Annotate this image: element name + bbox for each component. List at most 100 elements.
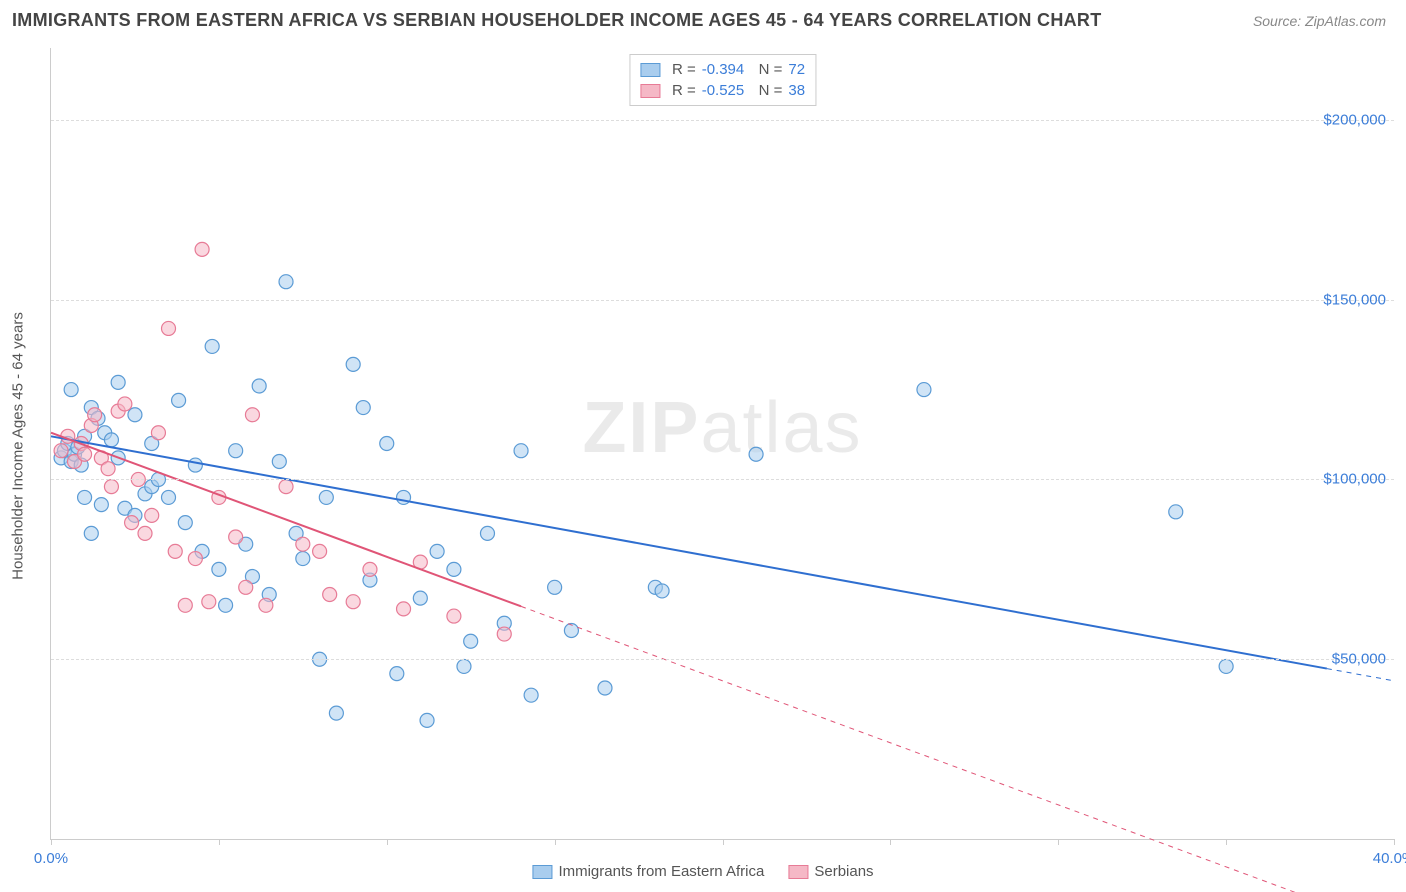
stats-row: R = -0.525 N = 38 — [640, 80, 805, 101]
data-point — [397, 602, 411, 616]
x-tick — [1058, 839, 1059, 845]
x-tick — [555, 839, 556, 845]
source-label: Source: ZipAtlas.com — [1253, 13, 1386, 29]
x-tick — [1394, 839, 1395, 845]
data-point — [296, 537, 310, 551]
r-label: R = — [672, 61, 696, 78]
gridline — [51, 479, 1394, 480]
legend-label: Immigrants from Eastern Africa — [558, 863, 764, 880]
data-point — [162, 321, 176, 335]
x-tick — [890, 839, 891, 845]
data-point — [78, 490, 92, 504]
data-point — [329, 706, 343, 720]
data-point — [128, 408, 142, 422]
data-point — [178, 598, 192, 612]
data-point — [202, 595, 216, 609]
y-tick-label: $100,000 — [1323, 471, 1386, 488]
data-point — [480, 526, 494, 540]
legend: Immigrants from Eastern Africa Serbians — [532, 863, 873, 880]
data-point — [272, 454, 286, 468]
gridline — [51, 300, 1394, 301]
legend-swatch — [640, 63, 660, 77]
y-tick-label: $150,000 — [1323, 291, 1386, 308]
data-point — [54, 444, 68, 458]
data-point — [279, 480, 293, 494]
data-point — [104, 433, 118, 447]
correlation-stats-box: R = -0.394 N = 72R = -0.525 N = 38 — [629, 54, 816, 106]
data-point — [195, 242, 209, 256]
data-point — [125, 516, 139, 530]
data-point — [94, 498, 108, 512]
data-point — [497, 627, 511, 641]
data-point — [162, 490, 176, 504]
y-tick-label: $50,000 — [1332, 651, 1386, 668]
legend-swatch — [532, 865, 552, 879]
data-point — [390, 667, 404, 681]
legend-swatch — [640, 84, 660, 98]
gridline — [51, 659, 1394, 660]
header: IMMIGRANTS FROM EASTERN AFRICA VS SERBIA… — [0, 0, 1406, 39]
data-point — [457, 659, 471, 673]
data-point — [356, 401, 370, 415]
data-point — [464, 634, 478, 648]
data-point — [1169, 505, 1183, 519]
data-point — [252, 379, 266, 393]
data-point — [346, 357, 360, 371]
trend-line-extrapolated — [1327, 669, 1394, 681]
chart-title: IMMIGRANTS FROM EASTERN AFRICA VS SERBIA… — [12, 10, 1102, 31]
n-label: N = — [750, 61, 782, 78]
data-point — [84, 526, 98, 540]
data-point — [172, 393, 186, 407]
data-point — [188, 552, 202, 566]
y-axis-label: Householder Income Ages 45 - 64 years — [10, 312, 27, 580]
data-point — [447, 562, 461, 576]
r-value: -0.394 — [702, 61, 745, 78]
chart-svg — [51, 48, 1394, 839]
x-tick — [1226, 839, 1227, 845]
x-tick — [723, 839, 724, 845]
data-point — [178, 516, 192, 530]
data-point — [313, 544, 327, 558]
data-point — [104, 480, 118, 494]
data-point — [205, 339, 219, 353]
data-point — [78, 447, 92, 461]
legend-label: Serbians — [814, 863, 873, 880]
data-point — [279, 275, 293, 289]
data-point — [447, 609, 461, 623]
trend-line — [51, 436, 1327, 668]
data-point — [323, 588, 337, 602]
x-tick-label: 40.0% — [1373, 850, 1406, 867]
r-label: R = — [672, 82, 696, 99]
data-point — [1219, 659, 1233, 673]
data-point — [219, 598, 233, 612]
x-tick — [51, 839, 52, 845]
data-point — [420, 713, 434, 727]
data-point — [917, 383, 931, 397]
legend-item: Serbians — [788, 863, 873, 880]
data-point — [212, 562, 226, 576]
y-tick-label: $200,000 — [1323, 111, 1386, 128]
data-point — [259, 598, 273, 612]
data-point — [564, 623, 578, 637]
data-point — [101, 462, 115, 476]
data-point — [430, 544, 444, 558]
chart-area: ZIPatlas R = -0.394 N = 72R = -0.525 N =… — [50, 48, 1394, 840]
data-point — [548, 580, 562, 594]
data-point — [118, 397, 132, 411]
data-point — [655, 584, 669, 598]
data-point — [514, 444, 528, 458]
data-point — [245, 408, 259, 422]
n-value: 72 — [788, 61, 805, 78]
x-tick — [387, 839, 388, 845]
data-point — [598, 681, 612, 695]
data-point — [88, 408, 102, 422]
data-point — [111, 375, 125, 389]
data-point — [296, 552, 310, 566]
data-point — [145, 508, 159, 522]
data-point — [524, 688, 538, 702]
stats-row: R = -0.394 N = 72 — [640, 59, 805, 80]
data-point — [413, 591, 427, 605]
n-value: 38 — [788, 82, 805, 99]
r-value: -0.525 — [702, 82, 745, 99]
data-point — [168, 544, 182, 558]
